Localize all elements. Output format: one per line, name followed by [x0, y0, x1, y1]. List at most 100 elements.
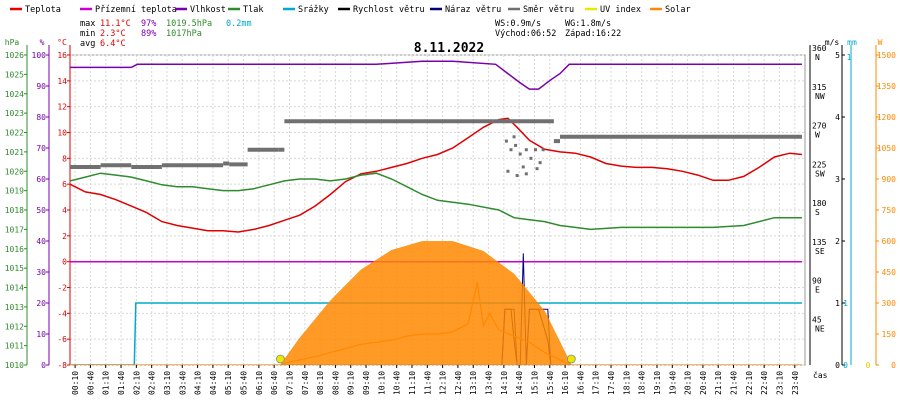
axes: 1010101110121013101410151016101710181019… — [5, 38, 896, 395]
wind-direction-point — [509, 148, 513, 152]
hpa-tick-label: 1015 — [5, 264, 24, 273]
mm-tick-label: 1 — [843, 299, 848, 308]
x-tick-label: 16:40 — [576, 371, 585, 395]
watts-tick-label: 450 — [882, 268, 897, 277]
stats-pressure: 1017hPa — [166, 29, 202, 39]
stats-label: max — [80, 19, 95, 29]
x-tick-label: 09:40 — [362, 371, 371, 395]
x-tick-label: 17:10 — [592, 371, 601, 395]
wind-direction-point — [515, 174, 519, 178]
x-tick-label: 17:40 — [607, 371, 616, 395]
direction-compass-label: SW — [815, 169, 825, 178]
x-tick-label: 01:40 — [117, 371, 126, 395]
legend-label: Teplota — [25, 5, 61, 15]
celsius-tick-label: 8 — [62, 154, 67, 163]
ms-tick-label: 1 — [835, 299, 840, 308]
legend-label: Tlak — [243, 5, 263, 15]
wind-direction-point — [534, 148, 537, 152]
celsius-tick-label: 12 — [57, 103, 67, 112]
mm-tick-label: 0 — [843, 361, 848, 370]
percent-tick-label: 30 — [36, 268, 46, 277]
direction-tick-label: 135 — [812, 238, 827, 247]
chart-header: 8.11.2022 — [414, 41, 484, 56]
x-tick-label: 04:40 — [209, 371, 218, 395]
x-tick-label: 00:40 — [86, 371, 95, 395]
uv-tick-label: 0 — [866, 361, 871, 370]
legend-label: Solar — [665, 5, 691, 15]
ms-unit: m/s — [825, 38, 840, 47]
x-tick-label: 09:10 — [347, 371, 356, 395]
legend-label: Srážky — [298, 5, 329, 15]
watts-unit: W — [878, 38, 883, 47]
hpa-tick-label: 1011 — [5, 342, 24, 351]
watts-tick-label: 1200 — [877, 113, 896, 122]
x-tick-label: 07:40 — [301, 371, 310, 395]
wind-direction-point — [504, 139, 508, 143]
wind-gust-info: WG:1.8m/s — [565, 19, 611, 29]
x-tick-label: 21:10 — [714, 371, 723, 395]
direction-compass-label: E — [815, 286, 820, 295]
legend-item: Solar — [650, 5, 691, 15]
watts-tick-label: 750 — [882, 206, 897, 215]
x-tick-label: 11:10 — [408, 371, 417, 395]
x-tick-label: 07:10 — [285, 371, 294, 395]
legend-item: Teplota — [10, 5, 61, 15]
x-tick-label: 13:10 — [469, 371, 478, 395]
ms-tick-label: 2 — [835, 237, 840, 246]
x-axis-label: čas — [813, 370, 828, 380]
direction-compass-label: NE — [815, 324, 825, 333]
watts-tick-label: 0 — [891, 361, 896, 370]
legend-item: Tlak — [228, 5, 263, 15]
watts-tick-label: 300 — [882, 299, 897, 308]
x-tick-label: 05:40 — [240, 371, 249, 395]
wind-direction-point — [521, 165, 525, 169]
stats-block: max 11.1°C 97% 1019.5hPa 0.2mm min 2.3°C 89% 101… — [80, 19, 621, 49]
legend-label: Náraz větru — [445, 5, 501, 15]
legend: Teplota Přízemní teplota Vlhkost Tlak Srážky… — [10, 5, 691, 15]
x-tick-label: 08:40 — [331, 371, 340, 395]
watts-tick-label: 1050 — [877, 144, 896, 153]
hpa-tick-label: 1012 — [5, 322, 24, 331]
wind-direction-point — [512, 135, 516, 139]
percent-tick-label: 100 — [32, 51, 47, 60]
legend-item: Směr větru — [508, 5, 574, 15]
hpa-unit: hPa — [5, 38, 20, 47]
legend-item: Vlhkost — [175, 5, 226, 15]
x-tick-label: 13:40 — [485, 371, 494, 395]
legend-label: UV index — [600, 5, 641, 15]
hpa-tick-label: 1023 — [5, 109, 24, 118]
wind-direction-point — [514, 143, 518, 147]
direction-tick-label: 45 — [812, 315, 822, 324]
direction-tick-label: 360 — [812, 44, 827, 53]
direction-tick-label: 270 — [812, 122, 827, 131]
hpa-tick-label: 1017 — [5, 225, 24, 234]
x-tick-label: 12:40 — [454, 371, 463, 395]
percent-tick-label: 20 — [36, 299, 46, 308]
legend-item: Náraz větru — [430, 5, 501, 15]
stats-humidity: 89% — [141, 29, 156, 39]
x-tick-label: 15:10 — [530, 371, 539, 395]
direction-compass-label: SE — [815, 247, 825, 256]
stats-temperature: 11.1°C — [100, 19, 131, 29]
x-tick-label: 10:10 — [377, 371, 386, 395]
x-tick-label: 23:10 — [775, 371, 784, 395]
x-tick-label: 03:40 — [178, 371, 187, 395]
x-tick-label: 02:10 — [132, 371, 141, 395]
wind-speed-info: WS:0.9m/s — [495, 19, 541, 29]
x-tick-label: 20:40 — [699, 371, 708, 395]
x-tick-label: 21:40 — [730, 371, 739, 395]
x-tick-label: 15:40 — [546, 371, 555, 395]
stats-label: min — [80, 29, 95, 39]
percent-tick-label: 60 — [36, 175, 46, 184]
watts-tick-label: 600 — [882, 237, 897, 246]
celsius-tick-label: 10 — [57, 129, 67, 138]
x-tick-label: 01:10 — [102, 371, 111, 395]
legend-item: UV index — [585, 5, 641, 15]
x-tick-label: 02:40 — [148, 371, 157, 395]
watts-tick-label: 900 — [882, 175, 897, 184]
mm-tick-label: 1 — [847, 53, 852, 62]
celsius-tick-label: 2 — [62, 232, 67, 241]
humidity-line — [70, 60, 802, 90]
wind-direction-point — [541, 148, 545, 152]
celsius-tick-label: -4 — [57, 309, 67, 318]
